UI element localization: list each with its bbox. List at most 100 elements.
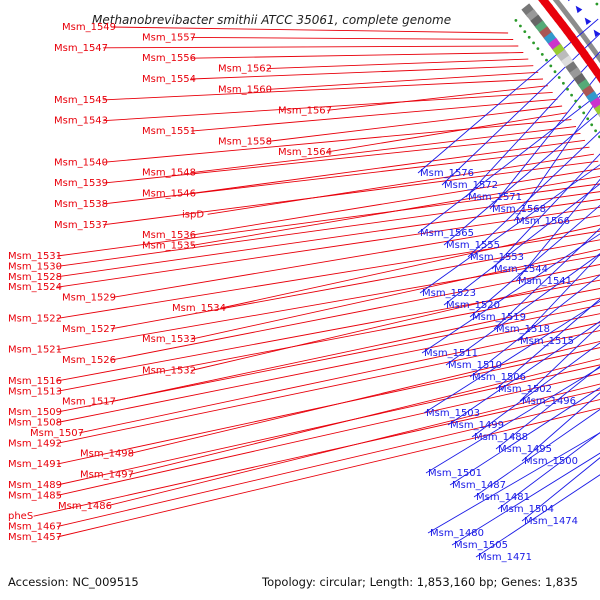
gc-dot	[553, 70, 557, 74]
forward-gene-label: Msm_1492	[8, 438, 62, 449]
forward-gene-label: pheS	[8, 511, 33, 522]
gc-dot	[590, 123, 594, 127]
reverse-leader-line	[465, 51, 600, 198]
forward-leader-line	[103, 91, 553, 122]
gc-dot	[578, 105, 582, 109]
reverse-leader-line	[469, 204, 600, 318]
forward-leader-line	[57, 364, 600, 486]
genome-backbone	[552, 0, 600, 64]
reverse-gene-label: Msm_1511	[424, 348, 478, 359]
forward-leader-line	[191, 139, 586, 194]
forward-leader-line	[57, 347, 600, 465]
forward-gene-label: Msm_1522	[8, 313, 62, 324]
forward-leader-line	[267, 58, 529, 70]
forward-gene-labels: Msm_1549 Msm_1557 Msm_1547 Msm_1556 Msm_1562…	[8, 22, 600, 543]
reverse-gene-label: Msm_1566	[516, 216, 570, 227]
reverse-leader-line	[423, 300, 600, 414]
forward-gene-label: Msm_1526	[62, 355, 116, 366]
forward-gene-label: Msm_1534	[172, 303, 226, 314]
forward-leader-line	[111, 239, 600, 330]
annotation-box	[590, 96, 600, 111]
forward-gene-label: Msm_1528	[8, 272, 62, 283]
reverse-leader-line	[449, 387, 600, 486]
reverse-gene-label: Msm_1501	[428, 468, 482, 479]
forward-leader-line	[57, 407, 600, 538]
forward-leader-line	[57, 230, 600, 319]
forward-gene-label: Msm_1508	[8, 418, 62, 429]
forward-gene-label: Msm_1538	[54, 199, 108, 210]
reverse-gene-label: Msm_1565	[420, 228, 474, 239]
forward-gene-label: Msm_1547	[54, 43, 108, 54]
forward-leader-line	[191, 126, 577, 174]
forward-gene-label: Msm_1540	[54, 157, 108, 168]
forward-gene-label: Msm_1551	[142, 126, 196, 137]
reverse-leader-line	[521, 457, 600, 522]
gc-dot	[574, 99, 578, 103]
reverse-gene-label: Msm_1506	[472, 372, 526, 383]
forward-gene-label: Msm_1521	[8, 345, 62, 356]
forward-gene-label: Msm_1548	[142, 168, 196, 179]
reverse-gene-feature	[584, 17, 592, 25]
forward-gene-label: Msm_1489	[8, 480, 62, 491]
forward-gene-label: Msm_1497	[80, 470, 134, 481]
forward-leader-line	[103, 160, 599, 226]
forward-leader-line	[57, 399, 600, 528]
forward-gene-label: Msm_1567	[278, 105, 332, 116]
reverse-leader-line	[421, 233, 600, 354]
reverse-gene-feature	[593, 29, 600, 37]
reverse-gene-label: Msm_1487	[452, 480, 506, 491]
forward-gene-label: Msm_1554	[142, 74, 196, 85]
forward-leader-line	[111, 215, 600, 299]
forward-gene-label: Msm_1533	[142, 334, 196, 345]
gc-dot	[562, 81, 565, 85]
gc-dot	[570, 93, 573, 97]
forward-leader-line	[103, 45, 519, 49]
forward-gene-label: Msm_1529	[62, 293, 116, 304]
reverse-leader-line	[489, 71, 600, 210]
forward-leader-line	[57, 198, 600, 278]
forward-leader-line	[103, 146, 590, 205]
reverse-leader-line	[451, 452, 600, 546]
forward-leader-line	[57, 183, 600, 257]
reverse-gene-feature	[566, 0, 574, 2]
forward-leader-line	[191, 168, 600, 236]
forward-leader-line	[191, 274, 600, 371]
reverse-leader-line	[445, 253, 600, 366]
gc-dot	[540, 53, 544, 56]
forward-gene-label: Msm_1564	[278, 147, 332, 158]
reverse-gene-label: Msm_1504	[500, 504, 554, 515]
forward-gene-label: ispD	[182, 209, 204, 220]
forward-gene-feature	[593, 69, 600, 83]
reverse-leader-line	[519, 324, 600, 402]
reverse-leader-line	[447, 320, 600, 426]
forward-leader-line	[221, 224, 600, 309]
reverse-leader-line	[493, 227, 600, 330]
forward-gene-label: Msm_1545	[54, 95, 108, 106]
reverse-gene-label: Msm_1474	[524, 516, 578, 527]
reverse-leader-line	[419, 164, 600, 294]
forward-gene-label: Msm_1535	[142, 241, 196, 252]
reverse-gene-label: Msm_1523	[422, 288, 476, 299]
forward-leader-line	[57, 206, 600, 288]
reverse-leader-line	[469, 274, 600, 378]
reverse-gene-label: Msm_1502	[498, 384, 552, 395]
reverse-gene-label: Msm_1499	[450, 420, 504, 431]
forward-gene-label: Msm_1527	[62, 324, 116, 335]
forward-gene-label: Msm_1557	[142, 32, 196, 43]
forward-gene-label: Msm_1467	[8, 522, 62, 533]
forward-leader-line	[111, 26, 509, 34]
forward-leader-line	[57, 288, 600, 392]
forward-leader-line	[57, 304, 600, 413]
forward-gene-label: Msm_1543	[54, 116, 108, 127]
reverse-leader-line	[495, 365, 600, 450]
reverse-gene-label: Msm_1510	[448, 360, 502, 371]
forward-leader-line	[57, 254, 600, 351]
reverse-leader-line	[515, 178, 600, 282]
reverse-leader-line	[441, 33, 600, 186]
reverse-gene-label: Msm_1505	[454, 540, 508, 551]
forward-leader-line	[267, 71, 539, 90]
annotation-box	[594, 103, 600, 117]
forward-gene-label: Msm_1513	[8, 386, 62, 397]
forward-gene-label: Msm_1560	[218, 84, 272, 95]
reverse-leader-line	[513, 95, 600, 222]
